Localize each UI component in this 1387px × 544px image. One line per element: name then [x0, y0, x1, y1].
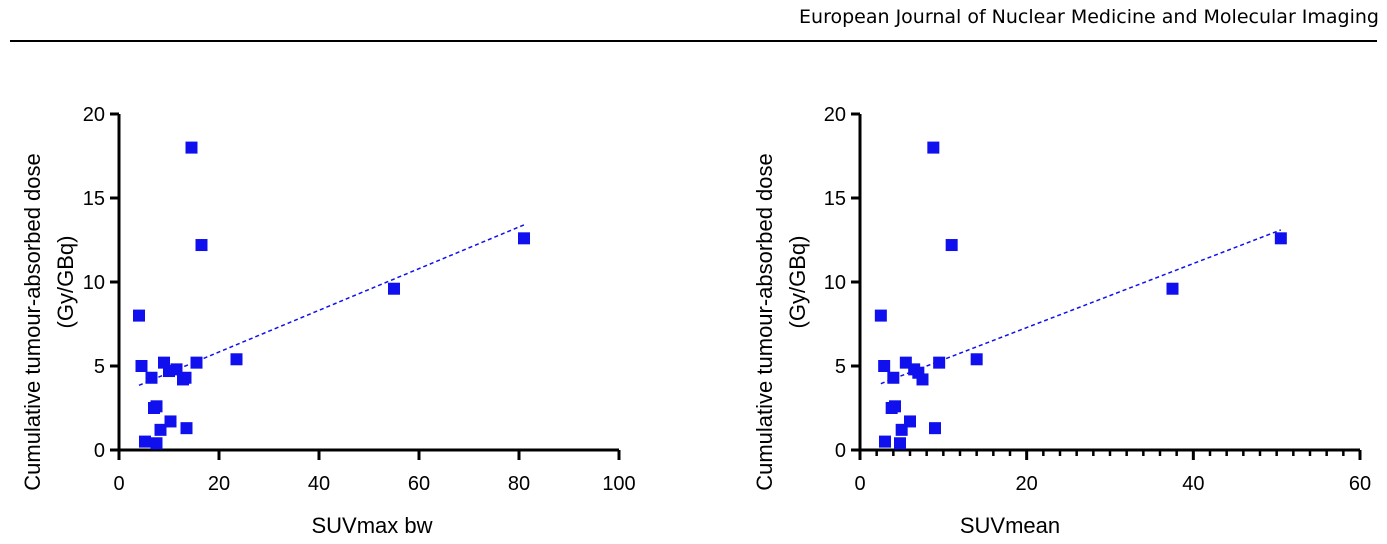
y-tick-label: 5 — [835, 356, 846, 378]
data-point — [190, 356, 203, 369]
data-point — [945, 239, 958, 252]
y-tick-label: 5 — [94, 356, 105, 378]
x-tick-label: 20 — [1016, 473, 1038, 495]
data-point — [179, 371, 192, 384]
data-point — [879, 435, 891, 448]
x-axis-label: SUVmax bw — [311, 513, 432, 538]
data-point — [135, 360, 148, 372]
chart-1: 0 5 10 15 20 0 20 40 60 80 100 SUVmax bw Cumulative … — [20, 104, 636, 538]
y-tick-label: 15 — [824, 188, 846, 210]
y-axis-unit-label: (Gy/GBq) — [785, 236, 810, 329]
y-axis-label: Cumulative tumour-absorbed dose — [752, 153, 777, 491]
data-point — [1274, 232, 1287, 245]
data-point — [970, 353, 983, 366]
data-point — [1166, 282, 1179, 295]
y-tick-label: 0 — [835, 440, 846, 462]
data-point — [878, 360, 891, 372]
x-tick-label: 60 — [408, 473, 430, 495]
data-point — [518, 232, 530, 245]
data-point — [904, 415, 916, 428]
data-point — [139, 435, 151, 448]
y-tick-label: 20 — [824, 104, 846, 126]
x-tick-label: 100 — [602, 473, 635, 495]
x-tick-label: 20 — [208, 473, 230, 495]
header-divider — [10, 40, 1377, 42]
data-point — [185, 141, 198, 154]
data-point — [230, 353, 243, 366]
data-point — [889, 400, 901, 413]
x-tick-label: 0 — [113, 473, 124, 495]
y-tick-label: 20 — [83, 104, 105, 126]
y-tick-label: 10 — [83, 272, 105, 294]
data-point — [894, 437, 906, 450]
data-point — [887, 371, 900, 384]
x-tick-label: 0 — [854, 473, 865, 495]
data-point — [927, 141, 940, 154]
data-point — [164, 415, 177, 428]
x-tick-label: 40 — [308, 473, 330, 495]
journal-title: European Journal of Nuclear Medicine and… — [799, 6, 1379, 28]
data-point — [929, 422, 941, 435]
data-point — [388, 282, 400, 295]
trend-line — [880, 229, 1282, 385]
x-axis-label: SUVmean — [960, 513, 1060, 538]
y-tick-label: 15 — [83, 188, 105, 210]
y-tick-label: 10 — [824, 272, 846, 294]
data-point — [874, 309, 887, 322]
data-point — [145, 371, 158, 384]
y-axis-label: Cumulative tumour-absorbed dose — [20, 153, 45, 491]
data-point — [195, 239, 208, 252]
data-point — [133, 309, 145, 322]
data-point — [933, 356, 946, 369]
data-point — [916, 373, 929, 386]
data-point — [154, 423, 167, 436]
y-tick-label: 0 — [94, 440, 105, 462]
data-point — [180, 422, 193, 435]
x-tick-label: 40 — [1182, 473, 1204, 495]
data-point — [150, 437, 163, 450]
x-tick-label: 60 — [1349, 473, 1371, 495]
data-point — [150, 400, 163, 413]
y-axis-unit-label: (Gy/GBq) — [53, 236, 78, 329]
x-tick-label: 80 — [508, 473, 530, 495]
chart-2: 0 5 10 15 20 0 20 40 60 SUVmean Cumulative tumour-… — [752, 104, 1371, 538]
